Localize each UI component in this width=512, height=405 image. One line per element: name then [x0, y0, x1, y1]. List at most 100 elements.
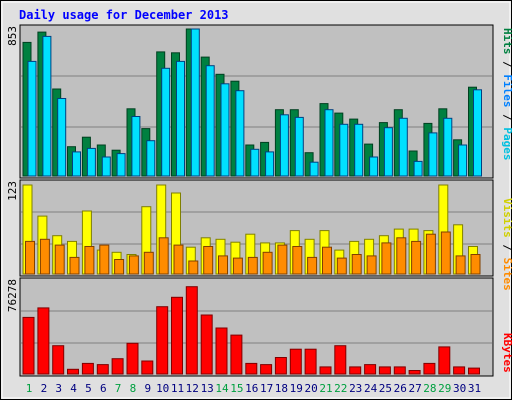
day-label-8: 8 [130, 382, 137, 395]
sites-bar-day-13 [203, 246, 214, 275]
files-bar-day-8 [131, 116, 141, 177]
sites-bar-day-11 [173, 244, 184, 275]
legend-kbytes: KBytes [501, 333, 512, 373]
visits-axis-max: 123 [6, 181, 19, 201]
kbytes-bar-day-19 [289, 348, 302, 375]
files-bar-day-1 [27, 60, 37, 177]
files-bar-day-12 [190, 28, 200, 177]
sites-bar-day-19 [292, 246, 303, 275]
kbytes-bar-day-3 [52, 345, 65, 375]
sites-bar-day-30 [455, 255, 466, 275]
sites-bar-day-7 [114, 259, 125, 275]
hits-legend: Hits / Files / Pages [501, 28, 512, 161]
day-label-19: 19 [290, 382, 303, 395]
files-bar-day-26 [398, 117, 408, 177]
day-label-5: 5 [85, 382, 92, 395]
kbytes-bar-day-26 [393, 366, 406, 375]
day-label-26: 26 [394, 382, 407, 395]
sites-bar-day-3 [54, 244, 65, 275]
sites-bar-day-24 [366, 255, 377, 275]
day-label-15: 15 [230, 382, 243, 395]
files-bar-day-20 [309, 161, 319, 177]
files-bar-day-31 [473, 89, 482, 177]
kbytes-bar-day-1 [22, 316, 35, 375]
day-label-17: 17 [260, 382, 273, 395]
day-label-11: 11 [171, 382, 184, 395]
files-bar-day-10 [161, 67, 171, 177]
sites-bar-day-9 [143, 251, 154, 275]
sites-bar-day-26 [396, 237, 407, 275]
files-bar-day-4 [72, 151, 81, 177]
kbytes-bar-day-18 [274, 357, 287, 375]
day-labels: 1 2 3 4 5 6 7 8 9 10 11 12 13 14 15 16 17 18 19 20 21 22 23 24 2… [26, 382, 481, 395]
sites-bar-day-16 [247, 256, 258, 275]
kbytes-bar-day-15 [230, 334, 243, 375]
kbytes-bar-day-28 [423, 362, 436, 375]
sites-bar-day-27 [411, 240, 422, 275]
sites-bar-day-10 [158, 237, 169, 275]
sites-bar-day-21 [322, 246, 332, 275]
sites-bar-day-17 [262, 251, 273, 275]
day-label-27: 27 [408, 382, 421, 395]
files-bar-day-15 [235, 90, 245, 177]
files-bar-day-3 [57, 98, 67, 177]
kbytes-bar-day-5 [81, 362, 94, 375]
files-bar-day-29 [443, 117, 453, 177]
kbytes-bar-day-6 [96, 364, 109, 375]
sites-bar-day-20 [307, 256, 318, 275]
day-label-20: 20 [304, 382, 317, 395]
day-label-22: 22 [334, 382, 347, 395]
sites-bar-day-4 [69, 256, 80, 275]
files-bar-day-23 [354, 123, 364, 177]
day-label-31: 31 [468, 382, 481, 395]
files-bar-day-6 [101, 156, 111, 177]
sites-bar-day-2 [39, 238, 50, 275]
kbytes-bar-day-12 [185, 286, 198, 375]
files-bar-day-25 [383, 127, 393, 177]
kbytes-bar-day-20 [304, 348, 317, 375]
day-label-25: 25 [379, 382, 392, 395]
sites-bar-day-23 [351, 254, 362, 275]
sites-bar-day-8 [128, 255, 139, 275]
sites-bar-day-29 [440, 231, 451, 275]
legend-sep: / [501, 55, 512, 75]
legend-pages: Pages [501, 127, 512, 160]
kbytes-bar-day-29 [438, 346, 451, 375]
kbytes-bar-day-22 [334, 345, 347, 375]
files-bar-day-11 [176, 60, 185, 177]
sites-bar-day-28 [425, 233, 436, 275]
bars-layer [22, 28, 482, 375]
files-bar-day-17 [265, 151, 275, 177]
kbytes-axis-max: 76278 [6, 279, 19, 312]
kbytes-bar-day-31 [468, 367, 480, 375]
kbytes-bar-day-10 [156, 306, 169, 375]
files-bar-day-24 [369, 156, 379, 177]
sites-bar-day-12 [188, 260, 199, 275]
day-label-18: 18 [275, 382, 288, 395]
frame-highlight [1, 1, 511, 399]
kbytes-bar-day-23 [349, 366, 362, 375]
files-bar-day-16 [250, 148, 260, 177]
hits-axis-max: 853 [6, 26, 19, 46]
chart-title: Daily usage for December 2013 [19, 8, 229, 22]
legend-sites: Sites [501, 258, 512, 291]
day-label-24: 24 [364, 382, 378, 395]
files-bar-day-18 [279, 114, 289, 177]
day-label-29: 29 [438, 382, 451, 395]
files-bar-day-28 [428, 132, 438, 177]
sites-bar-day-25 [381, 242, 392, 275]
sites-bar-day-15 [232, 257, 243, 275]
sites-bar-day-31 [470, 254, 481, 275]
day-label-4: 4 [70, 382, 77, 395]
day-label-12: 12 [186, 382, 199, 395]
visits-legend: Visits / Sites [501, 198, 512, 291]
day-label-1: 1 [26, 382, 33, 395]
sites-bar-day-5 [84, 246, 95, 275]
day-label-3: 3 [55, 382, 62, 395]
sites-bar-day-22 [336, 257, 347, 275]
legend-sep: / [501, 238, 512, 258]
day-label-9: 9 [144, 382, 151, 395]
kbytes-bar-day-13 [200, 314, 213, 375]
legend-hits: Hits [501, 28, 512, 55]
